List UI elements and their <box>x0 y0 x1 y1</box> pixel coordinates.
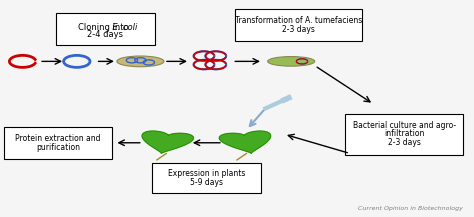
Text: Bacterial culture and agro-: Bacterial culture and agro- <box>353 121 456 130</box>
Text: Transformation of A. tumefaciens: Transformation of A. tumefaciens <box>235 16 362 25</box>
Text: E. coli: E. coli <box>73 23 137 32</box>
FancyBboxPatch shape <box>55 13 155 45</box>
Ellipse shape <box>117 56 164 67</box>
FancyBboxPatch shape <box>346 114 463 155</box>
Text: Protein extraction and: Protein extraction and <box>15 134 100 143</box>
Text: infiltration: infiltration <box>384 129 425 138</box>
Ellipse shape <box>268 57 315 66</box>
Text: Current Opinion in Biotechnology: Current Opinion in Biotechnology <box>358 206 463 211</box>
Text: 2-4 days: 2-4 days <box>87 30 123 39</box>
Text: Cloning into: Cloning into <box>78 23 132 32</box>
Polygon shape <box>219 131 271 153</box>
Polygon shape <box>142 131 193 153</box>
Text: 5-9 days: 5-9 days <box>190 178 223 187</box>
Text: purification: purification <box>36 143 80 151</box>
Text: 2-3 days: 2-3 days <box>282 25 315 34</box>
Text: 2-3 days: 2-3 days <box>388 138 421 147</box>
FancyBboxPatch shape <box>4 127 112 159</box>
Text: Expression in plants: Expression in plants <box>168 169 245 178</box>
FancyBboxPatch shape <box>235 9 362 41</box>
FancyBboxPatch shape <box>152 163 261 193</box>
